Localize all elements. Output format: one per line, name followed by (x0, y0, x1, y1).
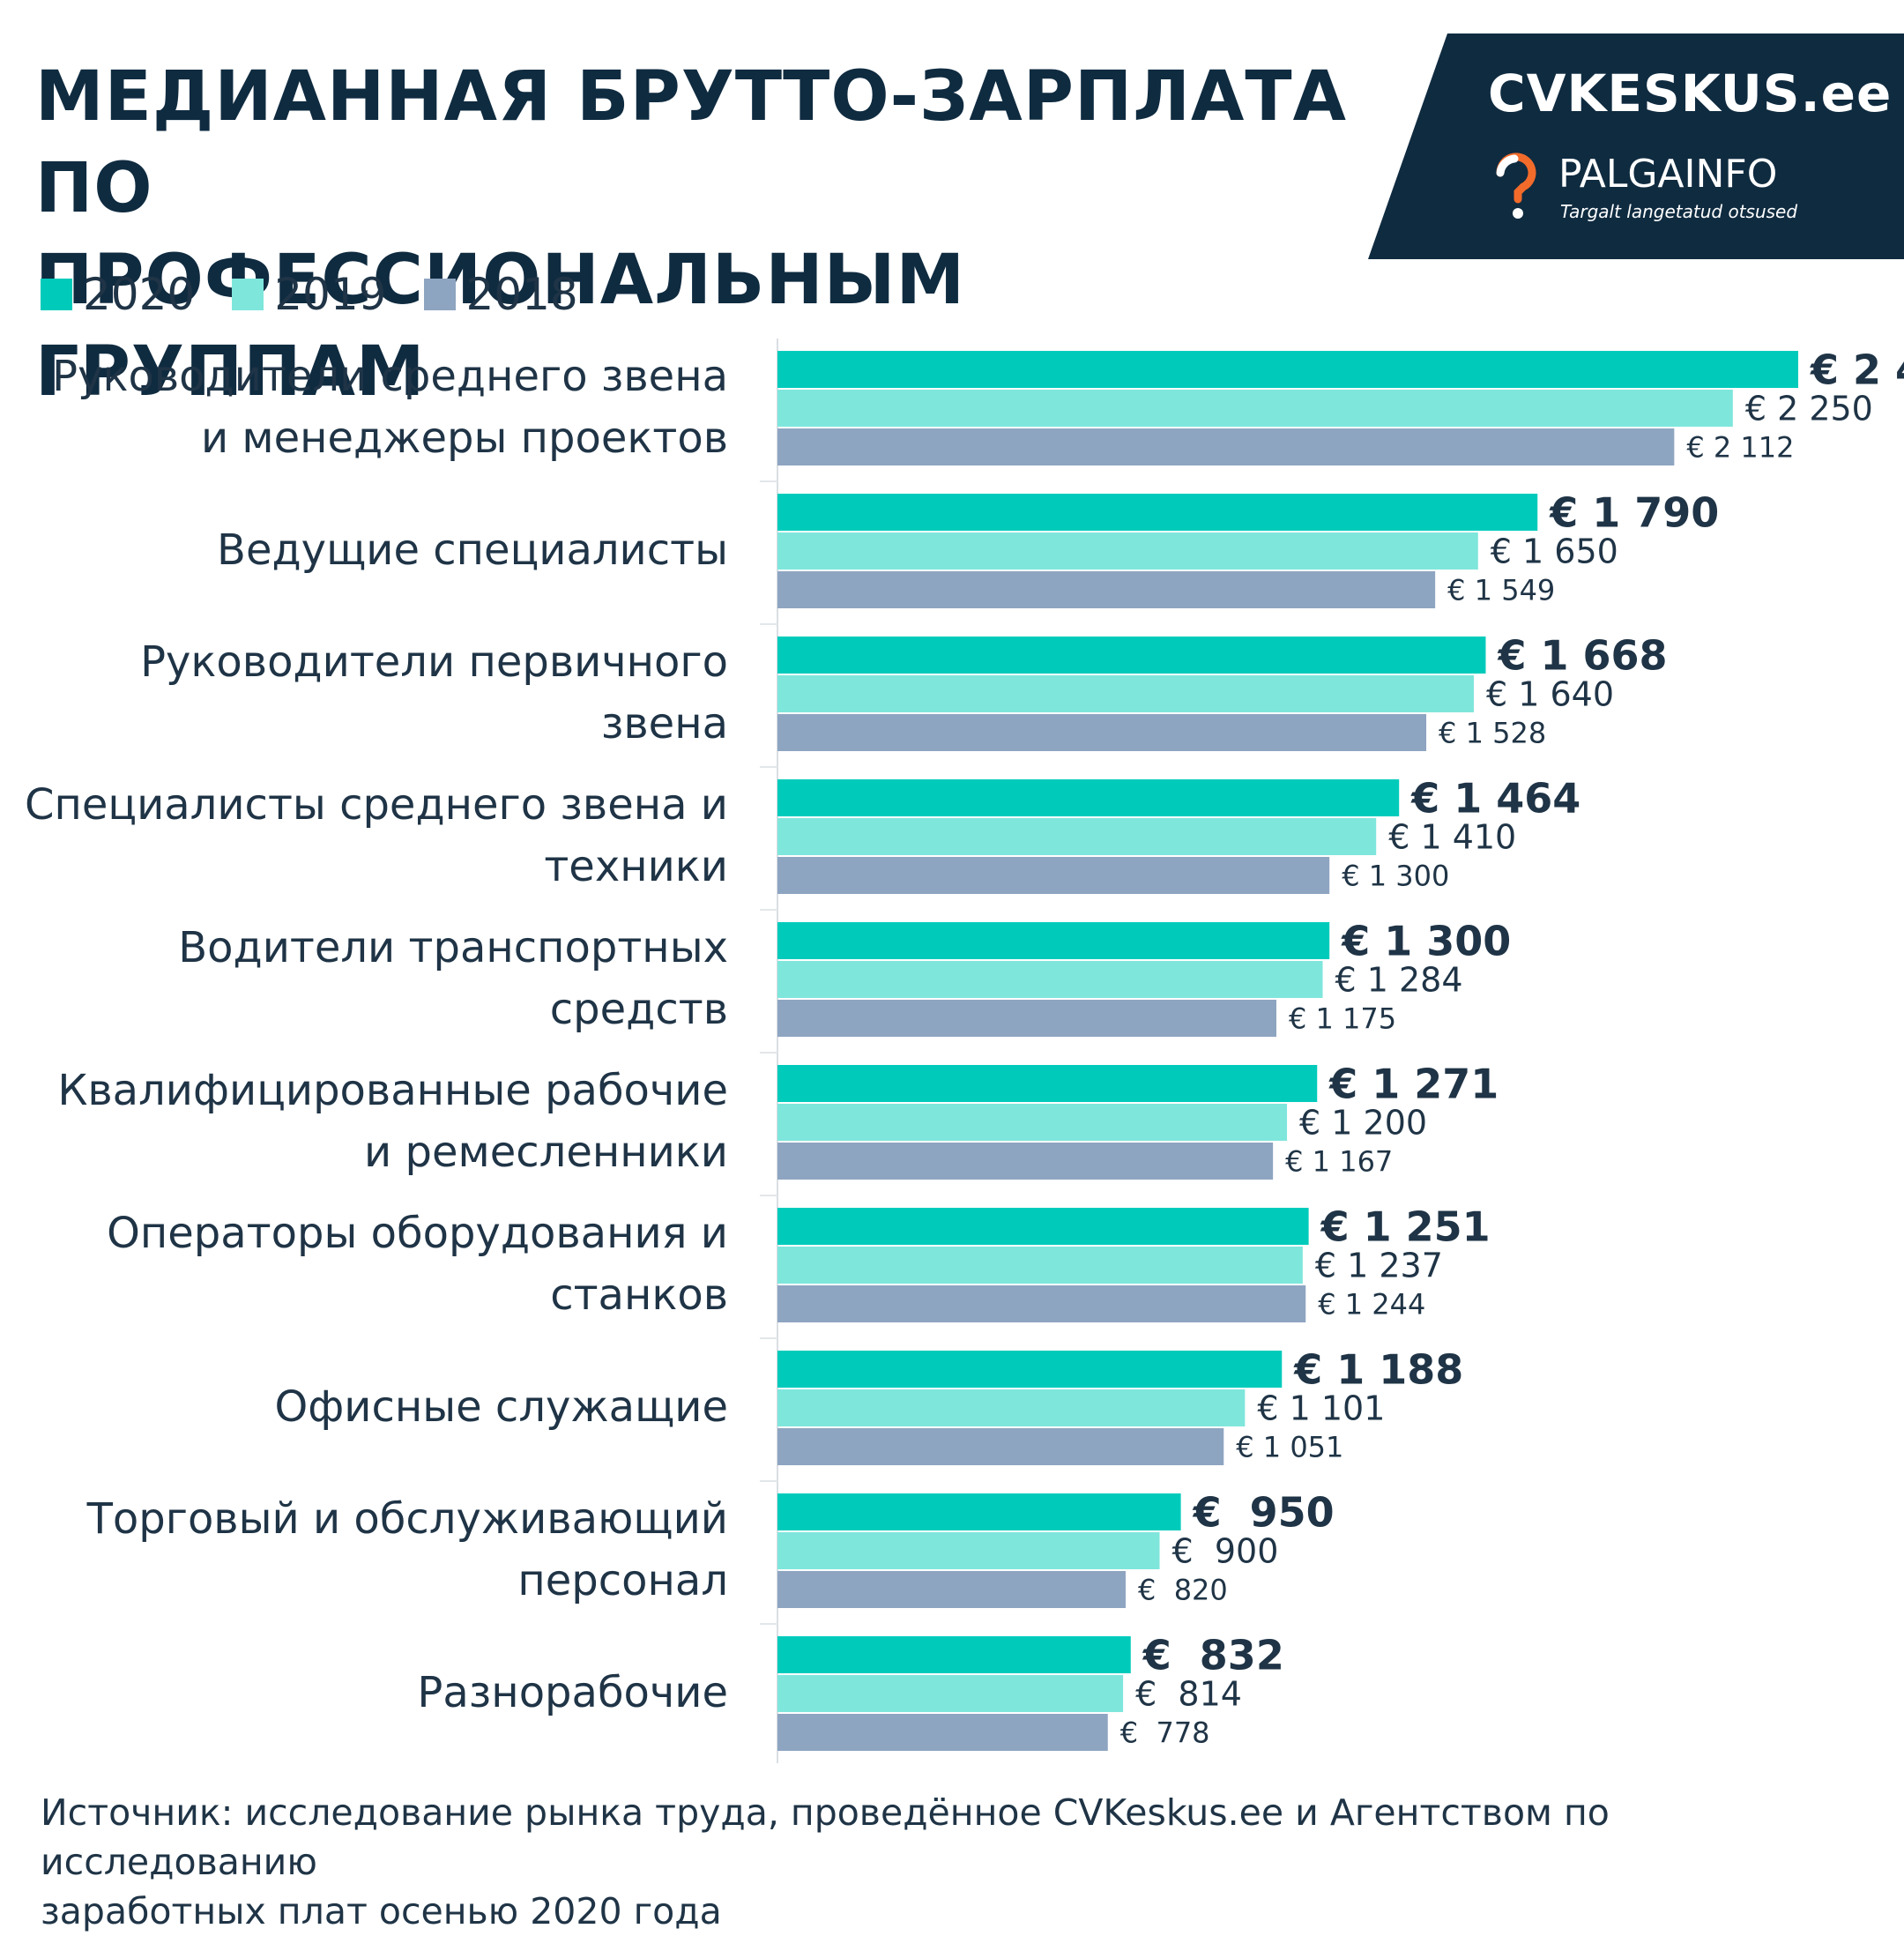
bar-2020 (777, 637, 1486, 674)
data-label-2019: € 900 (1172, 1532, 1279, 1571)
category-label: персонал (517, 1556, 728, 1605)
bar-2019 (777, 1675, 1124, 1712)
brand-name[interactable]: CVKESKUS.ee (1488, 63, 1893, 123)
data-label-2018: € 778 (1120, 1716, 1210, 1750)
data-label-2020: € 1 300 (1341, 918, 1511, 965)
data-label-2018: € 1 051 (1236, 1431, 1343, 1464)
category-label: Офисные служащие (274, 1382, 728, 1432)
data-label-2018: € 1 528 (1439, 717, 1546, 750)
bar-2018 (777, 1285, 1306, 1322)
bar-2020 (777, 494, 1538, 531)
data-label-2019: € 1 284 (1335, 961, 1462, 1000)
bar-2018 (777, 1143, 1274, 1180)
category-label: звена (601, 699, 728, 748)
data-label-2019: € 1 650 (1491, 532, 1618, 571)
data-label-2020: € 1 668 (1497, 632, 1667, 680)
page-title: МЕДИАННАЯ БРУТТО-ЗАРПЛАТА ПО ПРОФЕССИОНА… (35, 51, 1375, 418)
bar-2020 (777, 922, 1330, 959)
legend-swatch-2020 (41, 279, 72, 310)
category-label: и менеджеры проектов (201, 413, 728, 463)
bar-2020 (777, 1065, 1318, 1102)
bar-2020 (777, 779, 1400, 816)
source-line-1: Источник: исследование рынка труда, пров… (41, 1791, 1610, 1883)
data-label-2020: € 1 464 (1410, 775, 1580, 823)
bar-chart: Руководители среднего звена и менеджеры п… (25, 339, 1904, 1763)
title-line-1: МЕДИАННАЯ БРУТТО-ЗАРПЛАТА ПО (35, 57, 1347, 228)
category-label: Разнорабочие (417, 1668, 728, 1717)
legend-item-2019: 2019 (232, 269, 387, 320)
brand-panel (1368, 34, 1904, 259)
data-label-2018: € 1 167 (1285, 1145, 1393, 1179)
data-label-2019: € 1 237 (1315, 1247, 1443, 1285)
legend-swatch-2019 (232, 279, 264, 310)
bar-2019 (777, 675, 1474, 712)
data-label-2018: € 1 300 (1342, 860, 1449, 893)
bar-2019 (777, 818, 1377, 855)
bar-2019 (777, 1247, 1303, 1284)
data-label-2018: € 820 (1138, 1574, 1228, 1607)
data-label-2020: € 2 404 (1810, 346, 1904, 394)
bar-2018 (777, 1714, 1108, 1751)
category-label: Водители транспортных (178, 923, 728, 972)
data-label-2018: € 2 112 (1686, 431, 1794, 465)
bar-2018 (777, 1571, 1126, 1608)
data-label-2019: € 2 250 (1745, 390, 1873, 428)
category-label: средств (550, 985, 728, 1034)
bar-2018 (777, 714, 1427, 751)
data-label-2019: € 1 410 (1388, 818, 1516, 857)
data-label-2018: € 1 244 (1318, 1288, 1425, 1322)
bar-2019 (777, 532, 1478, 570)
data-label-2020: € 832 (1142, 1632, 1284, 1679)
bar-2018 (777, 1000, 1276, 1037)
data-label-2018: € 1 175 (1289, 1002, 1396, 1036)
category-label: Операторы оборудования и (107, 1209, 728, 1258)
data-label-2020: € 1 790 (1549, 489, 1719, 537)
bar-2018 (777, 571, 1436, 608)
bar-2019 (777, 1389, 1246, 1426)
category-label: Специалисты среднего звена и (25, 780, 728, 830)
data-label-2020: € 1 251 (1320, 1203, 1491, 1251)
data-label-2019: € 1 101 (1257, 1389, 1385, 1428)
data-label-2018: € 1 549 (1447, 574, 1555, 607)
category-label: станков (550, 1270, 728, 1320)
category-label: Ведущие специалисты (217, 525, 728, 575)
bar-2020 (777, 1351, 1283, 1388)
title-line-2: ПРОФЕССИОНАЛЬНЫМ ГРУППАМ (35, 241, 966, 412)
chart-legend: 2020 2019 2018 (41, 268, 615, 321)
data-label-2020: € 1 271 (1328, 1061, 1499, 1108)
data-label-2020: € 1 188 (1293, 1346, 1463, 1394)
brand-sub: PALGAINFO (1558, 152, 1778, 197)
bar-2020 (777, 351, 1798, 388)
bar-2019 (777, 390, 1733, 427)
bar-2019 (777, 961, 1323, 998)
legend-label-2019: 2019 (274, 269, 387, 320)
question-mark-icon (1496, 153, 1536, 219)
legend-item-2018: 2018 (423, 269, 578, 320)
category-label: и ремесленники (364, 1128, 728, 1177)
data-label-2019: € 814 (1135, 1675, 1242, 1714)
source-note: Источник: исследование рынка труда, пров… (41, 1788, 1874, 1936)
bar-2018 (777, 428, 1675, 465)
bar-2019 (777, 1104, 1288, 1141)
bar-2018 (777, 857, 1330, 894)
bar-2019 (777, 1532, 1160, 1569)
bar-2020 (777, 1493, 1181, 1530)
category-label: техники (544, 842, 728, 891)
category-label: Руководители среднего звена (52, 352, 728, 401)
data-label-2020: € 950 (1193, 1489, 1335, 1537)
data-label-2019: € 1 640 (1486, 675, 1614, 714)
data-label-2019: € 1 200 (1299, 1104, 1427, 1143)
legend-label-2018: 2018 (465, 269, 578, 320)
bar-2020 (777, 1636, 1131, 1673)
source-line-2: заработных плат осенью 2020 года (41, 1890, 722, 1932)
bar-2018 (777, 1428, 1224, 1465)
bar-2020 (777, 1208, 1309, 1245)
category-label: Квалифицированные рабочие (57, 1066, 728, 1115)
legend-item-2020: 2020 (41, 269, 195, 320)
category-label: Торговый и обслуживающий (86, 1494, 728, 1544)
legend-label-2020: 2020 (83, 269, 196, 320)
category-label: Руководители первичного (140, 637, 728, 687)
brand-tagline: Targalt langetatud otsused (1560, 201, 1798, 222)
legend-swatch-2018 (423, 279, 456, 310)
